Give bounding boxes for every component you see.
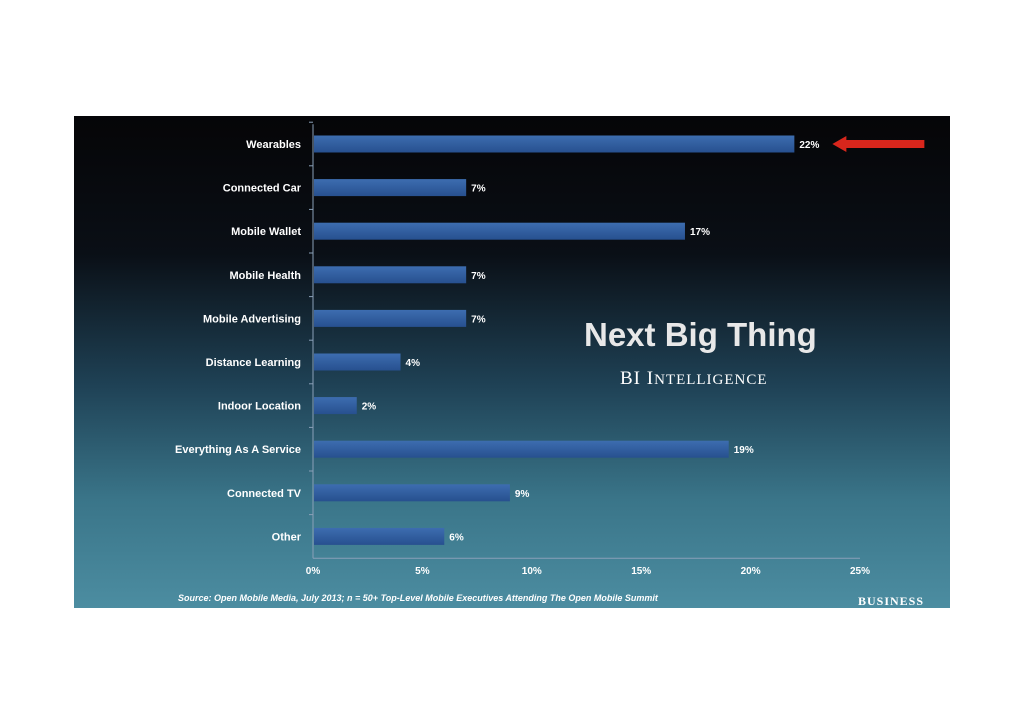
category-label-indoor-location: Indoor Location	[218, 401, 301, 413]
bar-indoor-location	[314, 397, 357, 415]
category-label-everything-as-a-service: Everything As A Service	[175, 444, 301, 456]
value-label-connected-tv: 9%	[515, 489, 530, 500]
value-label-indoor-location: 2%	[362, 402, 377, 413]
value-label-everything-as-a-service: 19%	[734, 445, 754, 456]
source-note: Source: Open Mobile Media, July 2013; n …	[178, 593, 659, 603]
value-label-wearables: 22%	[799, 140, 819, 151]
value-label-mobile-wallet: 17%	[690, 227, 710, 238]
bars-layer: Wearables 22% Connected Car 7% Mobile Wallet…	[175, 121, 819, 545]
category-label-mobile-wallet: Mobile Wallet	[231, 226, 301, 238]
x-tick-label: 15%	[631, 566, 651, 577]
category-label-connected-car: Connected Car	[223, 183, 302, 195]
category-label-mobile-health: Mobile Health	[229, 270, 301, 282]
bar-mobile-wallet	[314, 222, 685, 240]
x-tick-label: 25%	[850, 566, 870, 577]
value-label-mobile-advertising: 7%	[471, 314, 486, 325]
bar-mobile-advertising	[314, 309, 467, 327]
x-tick-label: 20%	[741, 566, 761, 577]
category-label-mobile-advertising: Mobile Advertising	[203, 313, 301, 325]
value-label-connected-car: 7%	[471, 184, 486, 195]
category-label-connected-tv: Connected TV	[227, 488, 302, 500]
x-tick-label: 0%	[306, 566, 321, 577]
category-label-wearables: Wearables	[246, 139, 301, 151]
publisher-logo: BUSINESS	[858, 594, 924, 608]
x-axis-ticks: 0% 5% 10% 15% 20% 25%	[306, 557, 870, 577]
chart-title: Next Big Thing	[584, 316, 817, 353]
bar-chart: Wearables 22% Connected Car 7% Mobile Wallet…	[175, 121, 925, 608]
x-tick-label: 10%	[522, 566, 542, 577]
bar-distance-learning	[314, 353, 401, 371]
highlight-arrow-icon	[832, 136, 925, 152]
bar-other	[314, 527, 445, 545]
x-tick-label: 5%	[415, 566, 430, 577]
bar-everything-as-a-service	[314, 440, 729, 458]
value-label-distance-learning: 4%	[406, 358, 421, 369]
value-label-other: 6%	[449, 532, 464, 543]
brand-logo: BI INTELLIGENCE	[620, 368, 768, 389]
bar-connected-car	[314, 179, 467, 197]
category-label-distance-learning: Distance Learning	[206, 357, 301, 369]
value-label-mobile-health: 7%	[471, 271, 486, 282]
chart-slide: Wearables 22% Connected Car 7% Mobile Wallet…	[74, 116, 950, 608]
bar-connected-tv	[314, 484, 510, 502]
bar-wearables	[314, 135, 795, 153]
bar-mobile-health	[314, 266, 467, 284]
category-label-other: Other	[272, 531, 302, 543]
